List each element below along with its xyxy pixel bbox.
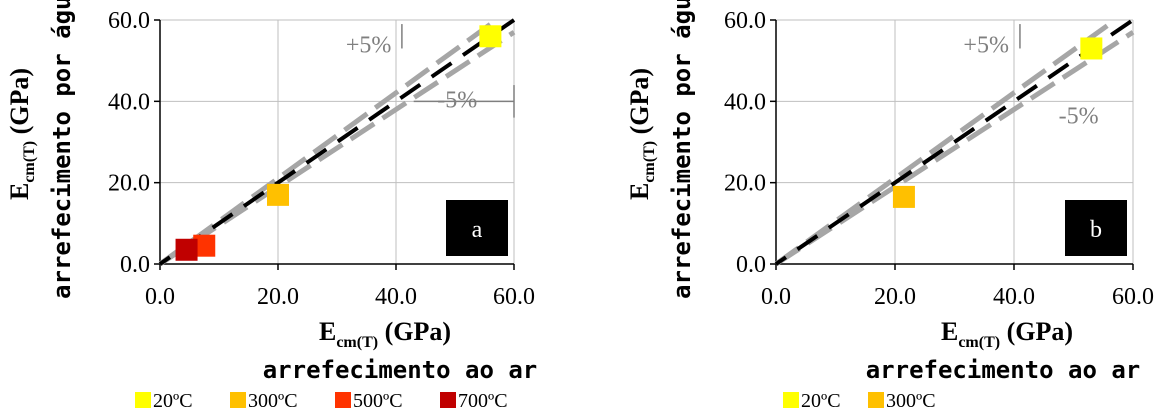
legend-swatch-0 [135,392,151,408]
data-point-3 [175,238,198,261]
legend-swatch-2 [335,392,351,408]
x-axis-title: Ecm(T) (GPa) [319,317,451,351]
panel-badge-label: b [1090,217,1102,243]
y-axis-title: Ecm(T) (GPa) [5,68,38,200]
x-axis-title-sub: cm(T) [336,334,378,351]
x-tick-label: 0.0 [761,284,791,310]
y-axis-title-sub: cm(T) [21,141,38,183]
legend-swatch-3 [440,392,456,408]
annotation-minus-5: -5% [1059,104,1099,130]
x-axis-title-main: E [319,317,336,346]
y-axis-title-unit: (GPa) [625,68,654,141]
panel-badge-label: a [472,217,483,243]
x-tick-label: 60.0 [493,284,535,310]
legend-swatch-1 [230,392,246,408]
data-point-0 [1080,37,1103,60]
upper-bound-line [774,17,1117,267]
x-axis-title-line2: arrefecimento ao ar [866,356,1141,384]
annotation-plus-5: +5% [346,33,392,59]
data-point-0 [479,25,502,48]
y-axis-title-main: E [5,183,34,200]
y-tick-label: 40.0 [724,89,766,115]
legend-label-1: 300ºC [886,390,936,412]
y-tick-label: 0.0 [736,252,766,278]
data-point-2 [193,234,216,257]
panel-badge [1065,200,1127,256]
x-tick-label: 20.0 [874,284,916,310]
panel-badge [446,200,508,256]
y-tick-label: 20.0 [724,171,766,197]
legend-label-0: 20ºC [153,390,193,412]
legend-label-1: 300ºC [248,390,298,412]
y-axis-title-unit: (GPa) [5,68,34,141]
annotation-plus-5: +5% [963,33,1009,59]
reference-line [158,18,516,266]
lower-bound-line [774,30,1135,267]
x-axis-title-line2: arrefecimento ao ar [263,356,538,384]
x-tick-label: 40.0 [993,284,1035,310]
y-axis-title-line2: arrefecimento por água [668,0,696,299]
x-tick-label: 40.0 [375,284,417,310]
y-tick-label: 0.0 [120,252,150,278]
y-axis-title-sub: cm(T) [641,141,658,183]
upper-bound-line [158,17,498,267]
y-axis-title: Ecm(T) (GPa) [625,68,658,200]
y-tick-label: 40.0 [108,89,150,115]
legend-label-2: 500ºC [353,390,403,412]
legend: 20ºC 300ºC [783,390,936,412]
legend-label-0: 20ºC [801,390,841,412]
reference-line [774,18,1135,266]
x-axis-title-sub: cm(T) [958,334,1000,351]
plot-panel-b: 0.0 20.0 40.0 60.0 0.0 20.0 40.0 60.0 +5% -5% b Ecm… [625,0,1154,412]
y-axis-title-main: E [625,183,654,200]
x-tick-label: 60.0 [1112,284,1154,310]
data-point-1 [892,185,915,208]
legend-swatch-0 [783,392,799,408]
y-axis-title-line2: arrefecimento por água [48,0,76,299]
y-tick-label: 60.0 [108,8,150,34]
y-tick-label: 60.0 [724,8,766,34]
y-tick-label: 20.0 [108,171,150,197]
legend: 20ºC 300ºC 500ºC 700ºC [135,390,508,412]
legend-label-3: 700ºC [458,390,508,412]
x-tick-label: 0.0 [145,284,175,310]
plot-panel-a: 0.0 20.0 40.0 60.0 0.0 20.0 40.0 60.0 +5% -5% a Ecm… [5,0,537,412]
x-axis-title-main: E [941,317,958,346]
x-axis-title-unit: (GPa) [1000,317,1073,346]
x-axis-title: Ecm(T) (GPa) [941,317,1073,351]
x-tick-label: 20.0 [257,284,299,310]
data-point-1 [267,183,289,206]
lower-bound-line [158,30,516,267]
x-axis-title-unit: (GPa) [378,317,451,346]
legend-swatch-1 [868,392,884,408]
annotation-minus-5: -5% [437,87,477,113]
